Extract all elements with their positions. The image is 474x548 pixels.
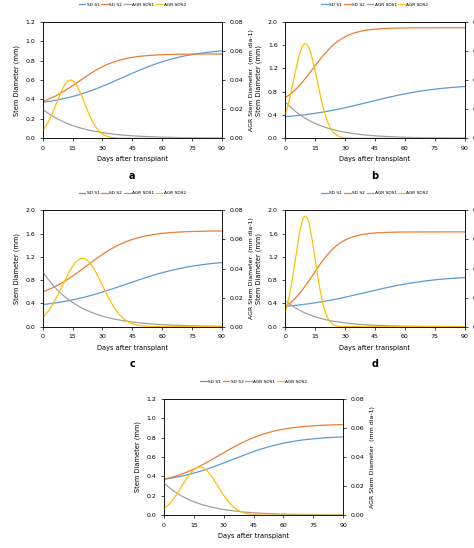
Y-axis label: Stem Diameter (mm): Stem Diameter (mm) — [256, 44, 262, 116]
Legend: SD S1, SD S2, AGR SDS1, AGR SDS2: SD S1, SD S2, AGR SDS1, AGR SDS2 — [198, 378, 309, 385]
Legend: SD S1, SD S2, AGR SDS1, AGR SDS2: SD S1, SD S2, AGR SDS1, AGR SDS2 — [77, 1, 188, 9]
Y-axis label: AGR Stem Diameter  (mm dia-1): AGR Stem Diameter (mm dia-1) — [370, 406, 375, 508]
X-axis label: Days after transplant: Days after transplant — [218, 533, 289, 539]
Y-axis label: AGR Stem Diameter  (mm dia-1): AGR Stem Diameter (mm dia-1) — [249, 29, 254, 131]
Y-axis label: AGR Stem Diameter  (mm dia-1): AGR Stem Diameter (mm dia-1) — [249, 218, 254, 319]
Text: c: c — [129, 359, 135, 369]
Text: b: b — [372, 171, 379, 181]
Y-axis label: Stem Diameter (mm): Stem Diameter (mm) — [13, 44, 19, 116]
Text: d: d — [372, 359, 378, 369]
Legend: SD S1, SD S2, AGR SDS1, AGR SDS2: SD S1, SD S2, AGR SDS1, AGR SDS2 — [77, 189, 188, 197]
X-axis label: Days after transplant: Days after transplant — [97, 156, 168, 162]
Text: a: a — [129, 171, 136, 181]
Y-axis label: Stem Diameter (mm): Stem Diameter (mm) — [135, 421, 141, 493]
Legend: SD S1, SD S2, AGR SDS1, AGR SDS2: SD S1, SD S2, AGR SDS1, AGR SDS2 — [319, 189, 430, 197]
X-axis label: Days after transplant: Days after transplant — [339, 156, 410, 162]
Y-axis label: Stem Diameter (mm): Stem Diameter (mm) — [13, 233, 19, 304]
Y-axis label: Stem Diameter (mm): Stem Diameter (mm) — [256, 233, 262, 304]
Legend: SD S1, SD S2, AGR SDS1, AGR SDS2: SD S1, SD S2, AGR SDS1, AGR SDS2 — [319, 1, 430, 9]
X-axis label: Days after transplant: Days after transplant — [97, 345, 168, 351]
X-axis label: Days after transplant: Days after transplant — [339, 345, 410, 351]
